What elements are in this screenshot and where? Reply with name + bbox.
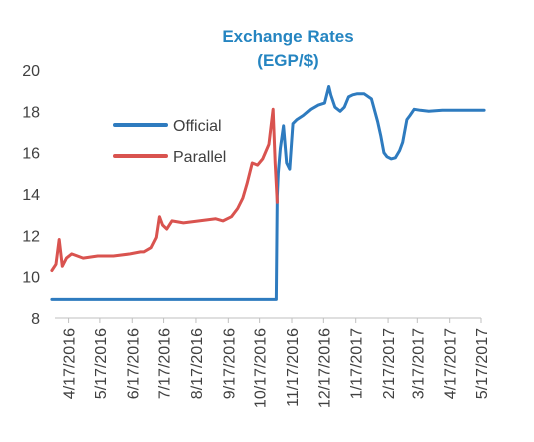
series-layer xyxy=(50,85,486,301)
y-tick-label: 10 xyxy=(22,270,40,287)
y-tick-label: 16 xyxy=(22,146,40,163)
x-tick-label: 9/17/2016 xyxy=(221,328,238,399)
x-tick-label: 4/17/2016 xyxy=(62,328,79,399)
legend-label-parallel: Parallel xyxy=(173,149,226,166)
x-tick-label: 5/17/2016 xyxy=(93,328,110,399)
y-tick-label: 12 xyxy=(22,228,40,245)
x-tick-label: 2/17/2017 xyxy=(381,328,398,399)
series-line-official xyxy=(50,85,486,301)
x-tick-label: 1/17/2017 xyxy=(349,328,366,399)
x-axis: 4/17/2016 5/17/2016 6/17/2016 7/17/2016 8/17… xyxy=(55,317,491,408)
x-tick-label: 8/17/2016 xyxy=(189,328,206,399)
y-tick-label: 8 xyxy=(31,311,40,328)
x-tick-label: 3/17/2017 xyxy=(410,328,427,399)
chart-title: Exchange Rates xyxy=(222,27,353,46)
x-tick-label: 5/17/2017 xyxy=(474,328,491,399)
x-tick-label: 10/17/2016 xyxy=(253,328,270,408)
y-tick-label: 20 xyxy=(22,63,40,80)
x-tick-label: 6/17/2016 xyxy=(125,328,142,399)
x-tick-label: 7/17/2016 xyxy=(157,328,174,399)
legend-label-official: Official xyxy=(173,118,222,135)
chart-subtitle: (EGP/$) xyxy=(257,51,318,70)
x-tick-label: 11/17/2016 xyxy=(285,328,302,407)
x-tick-label: 4/17/2017 xyxy=(443,328,460,399)
y-axis: 8 10 12 14 16 18 20 xyxy=(22,63,40,328)
series-line-parallel xyxy=(50,107,279,272)
y-tick-label: 14 xyxy=(22,187,40,204)
legend: Official Parallel xyxy=(113,118,226,166)
x-tick-label: 12/17/2016 xyxy=(316,328,333,408)
y-tick-label: 18 xyxy=(22,104,40,121)
